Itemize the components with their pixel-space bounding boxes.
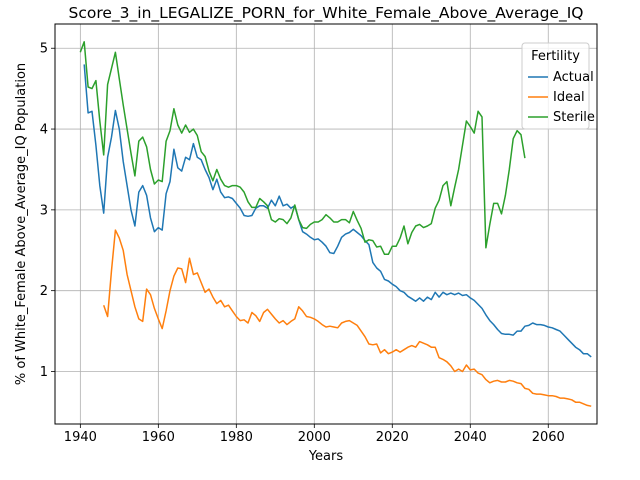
series-line-sterile (79, 41, 526, 256)
plot-frame (54, 23, 598, 425)
series-lines (79, 41, 592, 407)
x-axis-ticks: 1940 1960 1980 2000 2020 2040 2060 (64, 424, 565, 445)
y-axis-ticks: 1 2 3 4 5 (40, 42, 55, 380)
x-tick-label: 2000 (298, 430, 331, 445)
y-tick-label: 4 (40, 123, 48, 138)
legend-items: Actual Ideal Sterile (528, 70, 595, 125)
legend-box (521, 42, 590, 130)
y-axis-label: % of White_Female Above_Average_IQ Popul… (14, 63, 29, 385)
chart-title: Score_3_in_LEGALIZE_PORN_for_White_Femal… (69, 4, 584, 23)
legend-label-actual: Actual (553, 70, 594, 85)
x-axis-label: Years (308, 449, 344, 464)
x-tick-label: 2020 (376, 430, 409, 445)
grid (55, 24, 597, 424)
legend-label-sterile: Sterile (553, 110, 595, 125)
series-line-actual (83, 64, 592, 358)
legend: Fertility Actual Ideal Sterile (521, 42, 595, 130)
y-tick-label: 1 (40, 365, 48, 380)
x-tick-label: 1960 (142, 430, 175, 445)
legend-label-ideal: Ideal (553, 90, 585, 105)
y-tick-label: 3 (40, 203, 48, 218)
x-tick-label: 2060 (532, 430, 565, 445)
y-tick-label: 2 (40, 284, 48, 299)
y-tick-label: 5 (40, 42, 48, 57)
x-tick-label: 2040 (454, 430, 487, 445)
x-tick-label: 1980 (220, 430, 253, 445)
legend-title: Fertility (531, 49, 580, 64)
series-line-ideal (102, 229, 592, 407)
x-tick-label: 1940 (64, 430, 97, 445)
